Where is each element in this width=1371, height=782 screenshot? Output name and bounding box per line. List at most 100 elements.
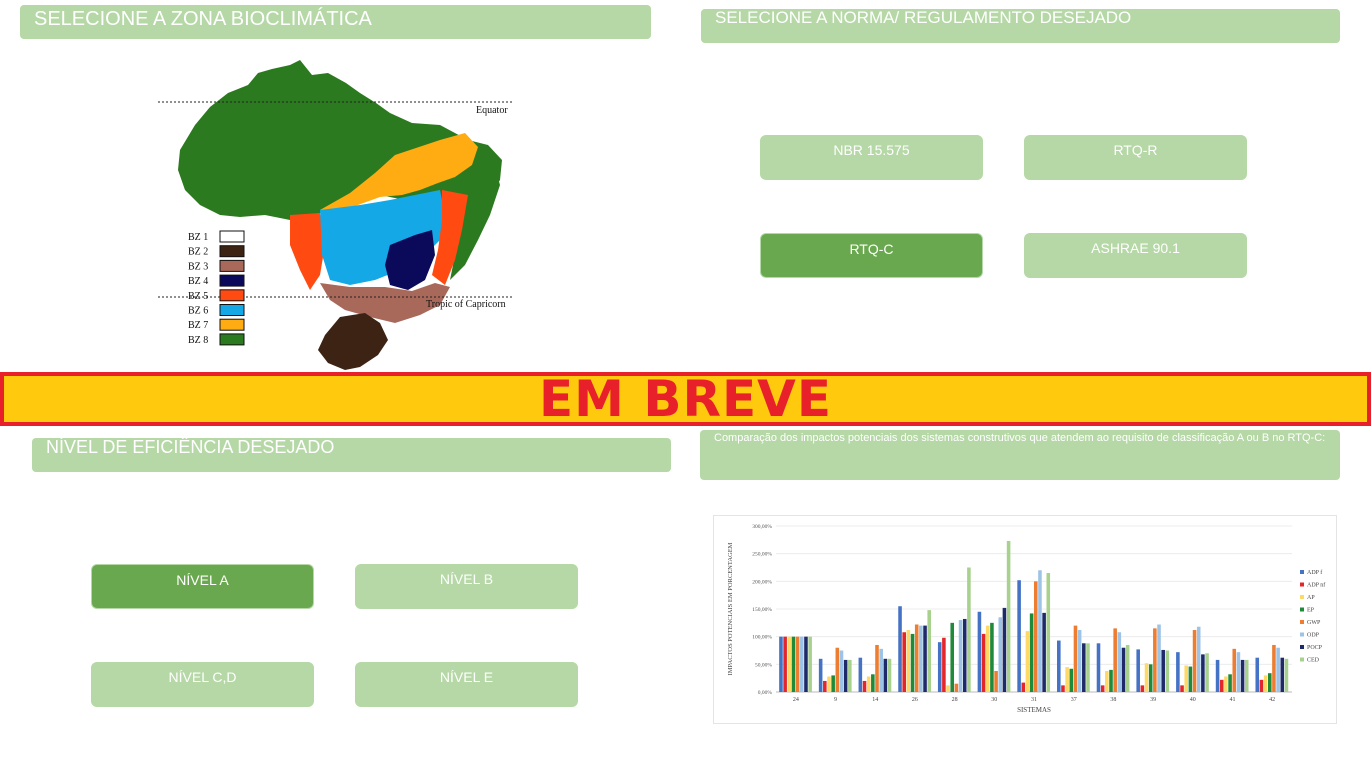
- chart-bar: [1117, 632, 1122, 692]
- chart-bar: [1077, 630, 1082, 692]
- level-button-a[interactable]: NÍVEL A: [91, 564, 314, 609]
- chart-bar: [1161, 649, 1165, 692]
- chart-legend-swatch: [1300, 645, 1304, 649]
- chart-bar: [1176, 652, 1180, 692]
- chart-legend-swatch: [1300, 582, 1304, 587]
- chart-bar: [1034, 581, 1038, 692]
- chart-bar: [1113, 628, 1117, 692]
- chart-bar: [937, 642, 942, 692]
- chart-bar: [1100, 685, 1105, 692]
- chart-bar: [923, 625, 927, 692]
- chart-bar: [1184, 665, 1189, 692]
- chart-legend-label: GWP: [1307, 620, 1321, 626]
- chart-bar: [1192, 630, 1197, 692]
- norm-button-nbr-15575[interactable]: NBR 15.575: [760, 135, 983, 180]
- chart-bar: [779, 636, 783, 692]
- chart-bar: [887, 658, 892, 692]
- norm-button-rtq-c[interactable]: RTQ-C: [760, 233, 983, 278]
- chart-x-tick: 28: [952, 697, 958, 703]
- chart-legend-swatch: [1300, 620, 1304, 624]
- level-button-label: NÍVEL C,D: [168, 669, 237, 685]
- chart-bar: [950, 622, 955, 692]
- chart-x-tick: 42: [1269, 697, 1275, 703]
- chart-bar: [835, 647, 840, 692]
- zone-header: SELECIONE A ZONA BIOCLIMÁTICA: [20, 5, 651, 39]
- chart-bar: [1267, 673, 1272, 692]
- chart-bar: [883, 658, 888, 692]
- chart-legend-swatch: [1300, 570, 1304, 574]
- chart-bar: [1017, 580, 1021, 692]
- chart-bar: [1224, 676, 1228, 692]
- chart-bar: [902, 632, 906, 692]
- chart-bar: [1061, 685, 1065, 692]
- chart-x-tick: 37: [1071, 697, 1077, 703]
- chart-bar: [1240, 659, 1245, 692]
- norm-header: SELECIONE A NORMA/ REGULAMENTO DESEJADO: [701, 9, 1340, 43]
- chart-bar: [1144, 663, 1149, 692]
- chart-legend-swatch: [1300, 632, 1304, 637]
- chart-bar: [914, 624, 919, 692]
- level-button-b[interactable]: NÍVEL B: [355, 564, 578, 609]
- chart-bar: [1021, 682, 1026, 692]
- chart-bar: [1263, 675, 1268, 692]
- chart-bar: [1244, 659, 1249, 692]
- chart-x-tick: 24: [793, 697, 799, 703]
- chart-bar: [871, 674, 875, 692]
- chart-legend-label: CED: [1307, 658, 1320, 664]
- map-zone-5-west: [290, 213, 325, 290]
- chart-bar: [1259, 679, 1264, 692]
- chart-bar: [1073, 625, 1078, 692]
- chart-x-tick: 14: [872, 697, 878, 703]
- chart-bar: [1276, 647, 1280, 692]
- chart-bar: [818, 658, 823, 692]
- chart-bar: [1180, 685, 1184, 692]
- map-legend-swatch: [219, 259, 245, 272]
- chart-bar: [848, 659, 852, 692]
- chart-bar: [1042, 612, 1046, 692]
- map-zone-7: [320, 133, 478, 210]
- level-button-label: NÍVEL E: [439, 669, 494, 685]
- chart-bar: [1086, 643, 1090, 692]
- chart-bar: [823, 680, 827, 692]
- level-button-cd[interactable]: NÍVEL C,D: [91, 662, 314, 707]
- brazil-bioclimatic-map[interactable]: Equator Tropic of Capricorn BZ 1 BZ 2 BZ 3…: [150, 55, 520, 375]
- chart-y-tick: 0,00%: [758, 690, 773, 696]
- chart-y-tick: 100,00%: [752, 635, 772, 641]
- chart-y-tick: 300,00%: [752, 524, 772, 530]
- chart-bar: [910, 633, 915, 692]
- chart-bar: [866, 676, 871, 692]
- norm-button-rtq-r[interactable]: RTQ-R: [1024, 135, 1247, 180]
- chart-bar: [783, 636, 787, 692]
- chart-bar: [827, 676, 831, 692]
- level-button-label: NÍVEL B: [439, 571, 494, 587]
- level-button-e[interactable]: NÍVEL E: [355, 662, 578, 707]
- map-legend-swatch: [219, 274, 245, 287]
- map-legend-swatch: [219, 304, 245, 316]
- chart-bar: [1153, 628, 1157, 692]
- chart-bar: [906, 630, 911, 692]
- chart-bar: [879, 648, 883, 692]
- chart-bar: [898, 606, 902, 692]
- equator-label: Equator: [476, 105, 508, 116]
- chart-bar: [1136, 649, 1140, 692]
- map-legend-label: BZ 6: [188, 306, 208, 317]
- norm-button-label: RTQ-R: [1113, 142, 1158, 158]
- norm-button-ashrae-901[interactable]: ASHRAE 90.1: [1024, 233, 1247, 278]
- chart-bar: [1065, 667, 1069, 692]
- chart-x-label: SISTEMAS: [1017, 706, 1051, 714]
- chart-bar: [1196, 626, 1201, 692]
- chart-bar: [1236, 652, 1241, 692]
- chart-bar: [1046, 573, 1051, 692]
- map-legend-swatch: [219, 245, 245, 258]
- map-legend-swatch: [219, 318, 245, 331]
- chart-legend-label: EP: [1307, 608, 1315, 614]
- chart-bar: [804, 636, 808, 692]
- map-legend-swatch: [219, 230, 245, 243]
- norm-button-label: ASHRAE 90.1: [1091, 240, 1180, 256]
- map-legend-swatch: [219, 289, 245, 302]
- chart-x-tick: 9: [834, 697, 837, 703]
- chart-bar: [1121, 647, 1126, 692]
- map-zone-8-coast: [450, 167, 500, 280]
- level-header: NÍVEL DE EFICIÊNCIA DESEJADO: [32, 438, 671, 472]
- chart-bar: [919, 625, 923, 692]
